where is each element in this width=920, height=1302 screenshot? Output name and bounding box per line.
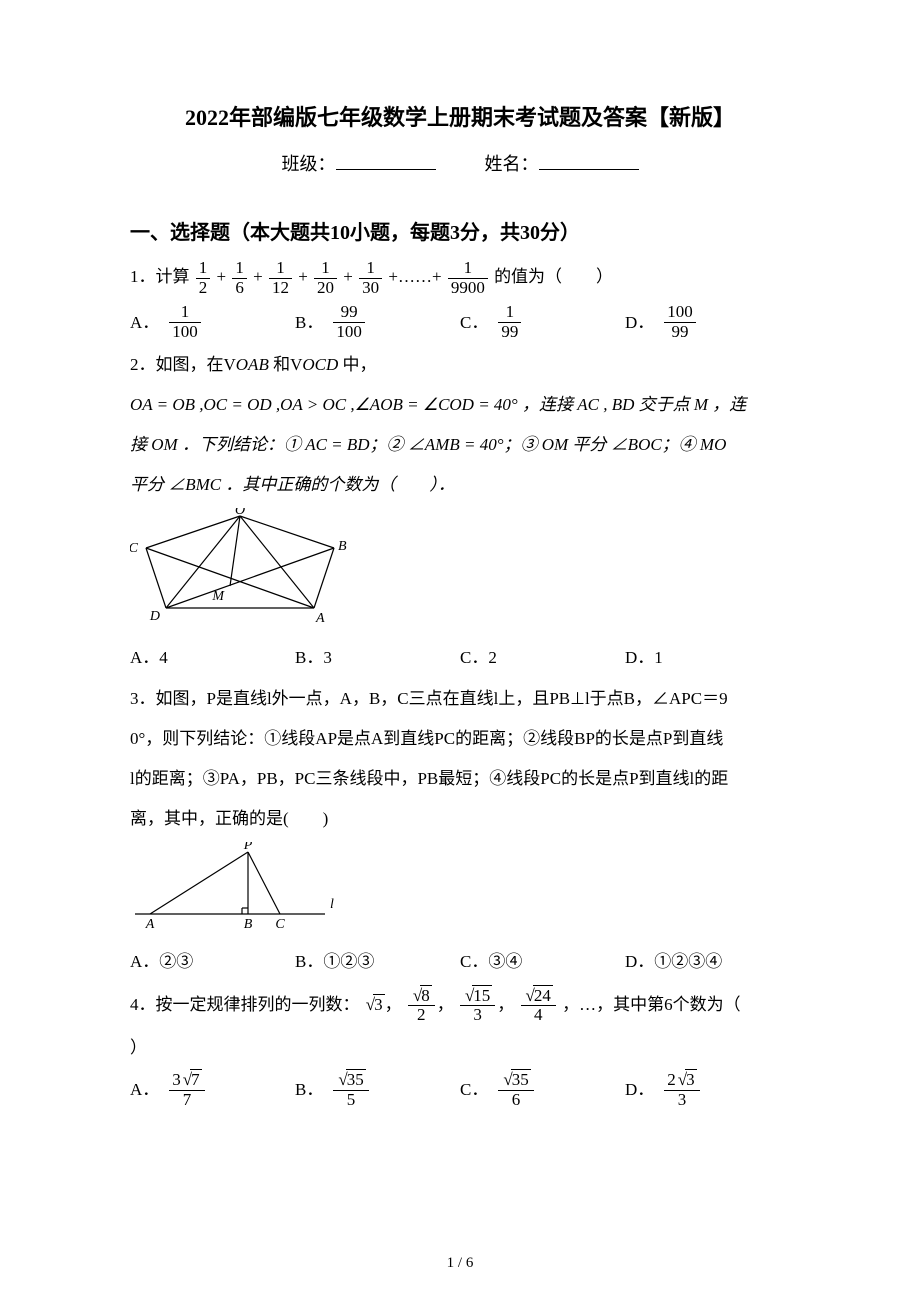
page: 2022年部编版七年级数学上册期末考试题及答案【新版】 班级： 姓名： 一、选择…: [0, 0, 920, 1302]
q1-opt-c[interactable]: C．199: [460, 303, 625, 341]
q2-diagram: O C B D A M: [130, 508, 350, 628]
svg-text:C: C: [130, 541, 139, 556]
page-title: 2022年部编版七年级数学上册期末考试题及答案【新版】: [130, 100, 790, 132]
q1-term-4: 120: [314, 259, 337, 297]
svg-text:B: B: [338, 539, 347, 554]
q1-last: 19900: [448, 259, 488, 297]
q2-line2: OA = OB ,OC = OD ,OA > OC ,∠AOB = ∠COD =…: [130, 388, 790, 422]
svg-text:A: A: [145, 917, 155, 932]
svg-text:l: l: [330, 897, 334, 912]
q3-l2: 0°，则下列结论：①线段AP是点A到直线PC的距离；②线段BP的长是点P到直线: [130, 722, 790, 756]
q2-opt-b[interactable]: B．3: [295, 639, 460, 676]
q3-opt-a[interactable]: A．②③: [130, 943, 295, 980]
q1-term-1: 12: [196, 259, 211, 297]
q1-term-5: 130: [359, 259, 382, 297]
q3-l3: l的距离；③PA，PB，PC三条线段中，PB最短；④线段PC的长是点P到直线l的…: [130, 762, 790, 796]
svg-text:C: C: [275, 917, 285, 932]
q1-opt-a[interactable]: A．1100: [130, 303, 295, 341]
q2-options: A．4 B．3 C．2 D．1: [130, 639, 790, 676]
q2-opt-a[interactable]: A．4: [130, 639, 295, 676]
meta-line: 班级： 姓名：: [130, 150, 790, 176]
q3-l4: 离，其中，正确的是( ): [130, 802, 790, 836]
q4-opt-a[interactable]: A． 377: [130, 1071, 295, 1109]
q4-options: A． 377 B． 355 C． 356 D． 233: [130, 1071, 790, 1109]
q3-opt-c[interactable]: C．③④: [460, 943, 625, 980]
question-2: 2．如图，在VOAB 和VOCD 中，: [130, 348, 790, 382]
q1-dots: +……+: [388, 267, 441, 286]
svg-text:P: P: [243, 842, 253, 853]
svg-text:M: M: [211, 589, 225, 604]
q4-t4: 244: [521, 987, 556, 1025]
q4-ell: ，…，其中第6个数为（: [562, 995, 741, 1014]
section-1-header: 一、选择题（本大题共10小题，每题3分，共30分）: [130, 216, 790, 245]
q4-prefix: 4．按一定规律排列的一列数：: [130, 995, 360, 1014]
q1-options: A．1100 B．99100 C．199 D．10099: [130, 303, 790, 341]
q3-diagram: P A B Cl: [130, 842, 340, 932]
q3-opt-b[interactable]: B．①②③: [295, 943, 460, 980]
q1-prefix: 1．计算: [130, 267, 190, 286]
q4-opt-d[interactable]: D． 233: [625, 1071, 790, 1109]
q4-opt-c[interactable]: C． 356: [460, 1071, 625, 1109]
q1-term-2: 16: [232, 259, 247, 297]
q2-l1-prefix: 2．如图，在: [130, 355, 224, 374]
svg-text:D: D: [149, 609, 160, 624]
q1-term-3: 112: [269, 259, 292, 297]
question-4: 4．按一定规律排列的一列数： 3， 82， 153， 244 ，…，其中第6个数…: [130, 987, 790, 1025]
q4-t2: 82: [408, 987, 435, 1025]
q2-line4: 平分 ∠BMC ．其中正确的个数为（ ）．: [130, 468, 790, 502]
q1-opt-d[interactable]: D．10099: [625, 303, 790, 341]
q3-opt-d[interactable]: D．①②③④: [625, 943, 790, 980]
q3-options: A．②③ B．①②③ C．③④ D．①②③④: [130, 943, 790, 980]
page-footer: 1 / 6: [0, 1255, 920, 1272]
q2-line3: 接 OM ．下列结论：① AC = BD；② ∠AMB = 40°；③ OM 平…: [130, 428, 790, 462]
question-1: 1．计算 12 + 16 + 112 + 120 + 130 +……+ 1990…: [130, 259, 790, 297]
q4-t3: 153: [460, 987, 495, 1025]
name-blank[interactable]: [539, 151, 639, 170]
q2-opt-c[interactable]: C．2: [460, 639, 625, 676]
class-blank[interactable]: [336, 151, 436, 170]
q3-figure: P A B Cl: [130, 842, 790, 937]
q1-suffix: 的值为（ ）: [494, 267, 613, 286]
q2-opt-d[interactable]: D．1: [625, 639, 790, 676]
class-label: 班级：: [282, 154, 336, 174]
name-label: 姓名：: [485, 154, 539, 174]
q2-figure: O C B D A M: [130, 508, 790, 633]
q4-t1: 3: [364, 988, 385, 1022]
svg-text:B: B: [244, 917, 253, 932]
q4-close: ）: [130, 1031, 790, 1065]
svg-text:O: O: [235, 508, 245, 518]
q3-l1: 3．如图，P是直线l外一点，A，B，C三点在直线l上，且PB⊥l于点B，∠APC…: [130, 682, 790, 716]
svg-text:A: A: [315, 611, 325, 626]
q1-opt-b[interactable]: B．99100: [295, 303, 460, 341]
q4-opt-b[interactable]: B． 355: [295, 1071, 460, 1109]
